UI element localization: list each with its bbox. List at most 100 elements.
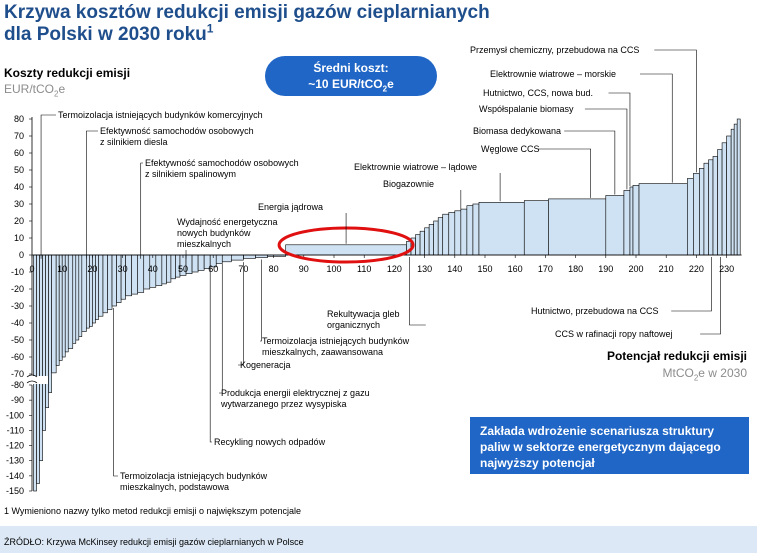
x-tick-label-90: 90	[299, 264, 309, 274]
average-cost-line2: ~10 EUR/tCO2e	[265, 76, 437, 97]
annotation-13-line1: organicznych	[327, 320, 380, 330]
bar-75	[708, 159, 714, 256]
bar-70	[638, 183, 688, 256]
chart-title-line1: Krzywa kosztów redukcji emisji gazów cie…	[4, 2, 490, 23]
y-tick-label-0: 0	[19, 250, 24, 260]
annotation-3-line0: Wydajność energetyczna	[177, 217, 277, 227]
bar-66	[605, 195, 625, 256]
annotation-8-line0: Biomasa dedykowana	[473, 126, 561, 136]
bar-3	[42, 254, 46, 431]
x-tick-label-200: 200	[628, 264, 643, 274]
bar-44	[231, 254, 244, 261]
y-tick-label--80: -80	[11, 380, 24, 390]
chart-title-footnote-mark: 1	[206, 21, 214, 36]
x-tick-label-140: 140	[447, 264, 462, 274]
scenario-info-box: Zakłada wdrożenie scenariusza struktury …	[470, 417, 749, 474]
bar-33	[166, 254, 172, 283]
x-axis-title: Potencjał redukcji emisji	[606, 349, 747, 363]
bar-82	[736, 118, 741, 256]
y-tick-label--110: -110	[7, 425, 24, 435]
annotation-13-line0: Rekultywacja gleb	[327, 309, 400, 319]
x-tick-label-190: 190	[598, 264, 613, 274]
bar-56	[437, 217, 444, 256]
annotation-3-line2: mieszkalnych	[177, 239, 231, 249]
annotation-13-leader	[409, 257, 426, 326]
bar-4	[45, 254, 49, 409]
bar-22	[107, 254, 113, 310]
y-tick-label--120: -120	[6, 441, 24, 451]
annotation-18-leader	[113, 308, 118, 477]
bar-72	[693, 173, 700, 256]
x-tick-label-20: 20	[87, 264, 97, 274]
y-axis-unit: EUR/tCO2e	[4, 82, 65, 98]
bar-69	[632, 185, 640, 256]
x-tick-label-180: 180	[568, 264, 583, 274]
annotation-15-line0: Kogeneracja	[240, 360, 291, 370]
y-tick-label--90: -90	[11, 395, 24, 405]
x-tick-label-40: 40	[148, 264, 158, 274]
bar-73	[699, 168, 705, 256]
y-tick-label-80: 80	[14, 114, 24, 124]
bar-15	[81, 254, 87, 332]
annotation-2-leader	[140, 162, 143, 259]
y-tick-label--100: -100	[6, 410, 24, 420]
annotation-12-leader	[654, 49, 697, 173]
annotation-3-line1: nowych budynków	[177, 228, 251, 238]
annotation-0-leader	[40, 114, 56, 259]
bar-54	[428, 224, 434, 256]
annotation-14-line0: Termoizolacja istniejących budynków	[262, 336, 410, 346]
average-cost-badge: Średni koszt: ~10 EUR/tCO2e	[265, 56, 437, 96]
x-tick-label-230: 230	[719, 264, 734, 274]
annotation-14-line1: mieszkalnych, zaawansowana	[262, 347, 383, 357]
y-tick-label-20: 20	[14, 216, 24, 226]
bar-81	[733, 123, 738, 256]
bar-51	[415, 234, 421, 256]
bar-61	[466, 205, 474, 256]
bar-60	[460, 208, 468, 256]
bar-71	[687, 178, 694, 256]
y-tick-label--140: -140	[6, 471, 24, 481]
bar-42	[215, 254, 223, 264]
annotation-6-line0: Biogazownie	[383, 179, 434, 189]
source-note: ŹRÓDŁO: Krzywa McKinsey redukcji emisji …	[4, 537, 304, 547]
bar-76	[712, 156, 718, 256]
axis-break-mark-bottom	[26, 380, 38, 384]
bar-63	[478, 202, 525, 256]
y-axis-unit-pre: EUR/tCO	[4, 82, 55, 96]
axis-break-mark-top	[26, 374, 38, 378]
y-tick-label--20: -20	[11, 284, 24, 294]
x-tick-label-150: 150	[477, 264, 492, 274]
bar-52	[419, 230, 425, 256]
y-tick-label--40: -40	[11, 318, 24, 328]
bar-74	[703, 162, 709, 256]
bar-32	[161, 254, 167, 285]
average-cost-line1: Średni koszt:	[313, 61, 389, 75]
bar-34	[170, 254, 176, 280]
annotation-9-leader	[584, 108, 628, 190]
bar-27	[131, 254, 139, 295]
x-tick-label-210: 210	[659, 264, 674, 274]
annotation-16-line0: Produkcja energii elektrycznej z gazu	[221, 388, 370, 398]
bar-79	[726, 135, 732, 256]
x-tick-label-50: 50	[178, 264, 188, 274]
bar-62	[472, 203, 480, 256]
y-tick-label-30: 30	[14, 199, 24, 209]
annotation-2-line0: Efektywność samochodów osobowych	[145, 158, 299, 168]
bar-21	[102, 254, 108, 314]
x-tick-label-10: 10	[57, 264, 67, 274]
x-tick-label-100: 100	[326, 264, 341, 274]
y-tick-label-10: 10	[14, 233, 24, 243]
x-tick-label-160: 160	[508, 264, 523, 274]
x-tick-label-60: 60	[208, 264, 218, 274]
bar-78	[721, 142, 727, 256]
x-tick-label-170: 170	[538, 264, 553, 274]
bar-23	[111, 254, 117, 307]
annotation-5-line0: Elektrownie wiatrowe – lądowe	[354, 162, 477, 172]
average-cost-line2-sub: 2	[382, 84, 388, 94]
annotation-17-line0: Recykling nowych odpadów	[214, 437, 326, 447]
chart-title-line2-text: dla Polski w 2030 roku	[4, 24, 207, 45]
x-axis-unit-pre: MtCO	[662, 366, 694, 380]
y-tick-label-40: 40	[14, 182, 24, 192]
bar-0	[33, 254, 37, 492]
